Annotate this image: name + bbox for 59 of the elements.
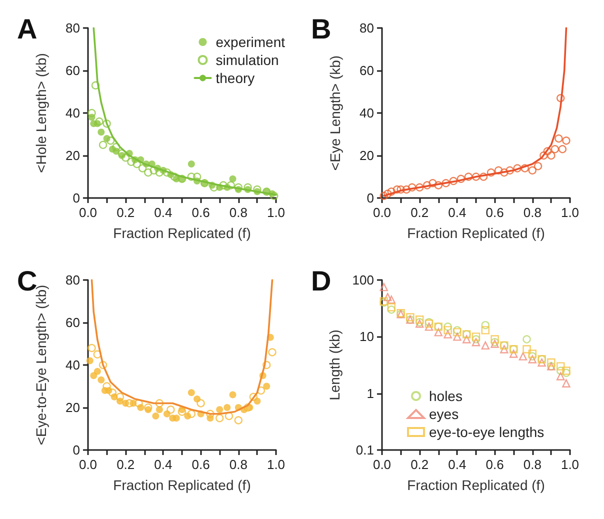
x-tick-label: 0.0 (78, 205, 98, 220)
x-axis-title: Fraction Replicated (f) (113, 225, 251, 241)
y-tick-label: 60 (360, 63, 374, 78)
legend-label: simulation (216, 52, 279, 68)
y-axis-title: Length (kb) (326, 330, 342, 400)
x-tick-label: 0.2 (116, 457, 135, 472)
x-tick-label: 1.0 (266, 205, 286, 220)
legend-label: eyes (429, 406, 459, 422)
legend-label: eye-to-eye lengths (429, 424, 544, 440)
legend-label: theory (216, 70, 255, 86)
y-tick-label: 0 (366, 190, 374, 206)
x-tick-label: 1.0 (560, 457, 580, 472)
y-axis-title: <Hole Length> (kb) (33, 53, 49, 173)
x-tick-label: 0.4 (154, 457, 172, 472)
x-tick-label: 0.6 (192, 457, 210, 472)
x-tick-label: 0.6 (486, 205, 504, 220)
x-axis-title: Fraction Replicated (f) (113, 477, 251, 493)
y-tick-label: 80 (66, 20, 80, 36)
y-tick-label: 1 (366, 386, 374, 401)
y-tick-label: 20 (66, 400, 80, 415)
y-tick-label: 80 (66, 272, 80, 288)
y-tick-label: 100 (352, 272, 374, 288)
y-tick-label: 10 (360, 329, 374, 344)
y-tick-label: 20 (66, 148, 80, 163)
x-tick-label: 0.0 (372, 205, 392, 220)
legend-label: holes (429, 388, 462, 404)
x-tick-label: 0.2 (410, 457, 429, 472)
y-tick-label: 80 (360, 20, 374, 36)
y-tick-label: 20 (360, 148, 374, 163)
x-axis-title: Fraction Replicated (f) (407, 225, 545, 241)
y-tick-label: 0 (72, 442, 80, 458)
y-tick-label: 60 (66, 63, 80, 78)
x-tick-label: 0.8 (523, 457, 542, 472)
x-tick-label: 1.0 (266, 457, 286, 472)
x-tick-label: 0.4 (448, 205, 466, 220)
chart-title: B (311, 14, 332, 44)
y-tick-label: 40 (66, 358, 80, 372)
y-tick-label: 60 (66, 315, 80, 330)
x-tick-label: 0.2 (410, 205, 429, 220)
chart-title: D (311, 266, 332, 296)
x-tick-label: 1.0 (560, 205, 580, 220)
x-tick-label: 0.0 (78, 457, 98, 472)
y-tick-label: 0 (72, 190, 80, 206)
y-tick-label: 0.1 (356, 442, 374, 458)
x-tick-label: 0.4 (448, 457, 466, 472)
y-tick-label: 40 (66, 106, 80, 120)
chart-title: A (17, 14, 38, 44)
x-tick-label: 0.0 (372, 457, 392, 472)
y-tick-label: 40 (360, 106, 374, 120)
x-tick-label: 0.4 (154, 205, 172, 220)
x-tick-label: 0.6 (486, 457, 504, 472)
legend-label: experiment (216, 34, 286, 50)
x-tick-label: 0.2 (116, 205, 135, 220)
y-axis-title: <Eye Length> (kb) (327, 55, 343, 171)
x-tick-label: 0.8 (229, 457, 248, 472)
x-axis-title: Fraction Replicated (f) (407, 477, 545, 493)
x-tick-label: 0.8 (523, 205, 542, 220)
x-tick-label: 0.8 (229, 205, 248, 220)
x-tick-label: 0.6 (192, 205, 210, 220)
